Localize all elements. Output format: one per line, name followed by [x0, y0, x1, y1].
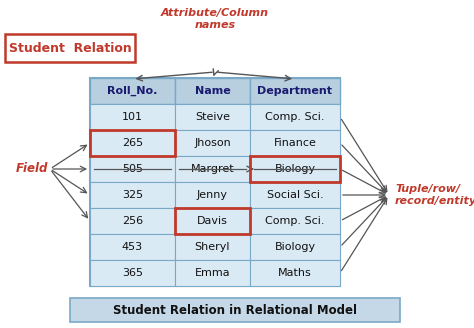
Text: Finance: Finance — [273, 138, 317, 148]
Text: Biology: Biology — [274, 242, 316, 252]
Bar — [175, 208, 250, 234]
Text: Comp. Sci.: Comp. Sci. — [265, 216, 325, 226]
Text: 325: 325 — [122, 190, 143, 200]
Bar — [90, 78, 340, 286]
Text: Student  Relation: Student Relation — [9, 42, 131, 54]
Text: 365: 365 — [122, 268, 143, 278]
Bar — [90, 208, 175, 234]
Bar — [175, 208, 250, 234]
Text: Emma: Emma — [195, 268, 230, 278]
Bar — [250, 234, 340, 260]
Bar — [250, 130, 340, 156]
Text: Comp. Sci.: Comp. Sci. — [265, 112, 325, 122]
Bar — [5, 34, 135, 62]
Text: 505: 505 — [122, 164, 143, 174]
Text: 256: 256 — [122, 216, 143, 226]
Text: Margret: Margret — [191, 164, 234, 174]
Bar — [70, 298, 400, 322]
Text: 265: 265 — [122, 138, 143, 148]
Text: Davis: Davis — [197, 216, 228, 226]
Bar — [250, 208, 340, 234]
Bar — [90, 234, 175, 260]
Text: Roll_No.: Roll_No. — [107, 86, 158, 96]
Bar — [175, 130, 250, 156]
Bar — [90, 130, 175, 156]
Bar — [175, 104, 250, 130]
Bar — [90, 156, 175, 182]
Text: Student Relation in Relational Model: Student Relation in Relational Model — [113, 303, 357, 317]
Text: Sheryl: Sheryl — [195, 242, 230, 252]
Bar — [175, 234, 250, 260]
Bar — [175, 260, 250, 286]
Text: Name: Name — [195, 86, 230, 96]
Text: Attribute/Column
names: Attribute/Column names — [161, 8, 269, 30]
Text: Jenny: Jenny — [197, 190, 228, 200]
Text: Biology: Biology — [274, 164, 316, 174]
Bar — [175, 156, 250, 182]
Bar — [90, 104, 175, 130]
Text: Jhoson: Jhoson — [194, 138, 231, 148]
Text: 453: 453 — [122, 242, 143, 252]
Text: Maths: Maths — [278, 268, 312, 278]
Bar — [250, 156, 340, 182]
Bar — [250, 260, 340, 286]
Bar — [250, 78, 340, 104]
Bar — [175, 78, 250, 104]
Bar — [90, 260, 175, 286]
Text: Department: Department — [257, 86, 332, 96]
Bar — [90, 182, 175, 208]
Text: Field: Field — [16, 162, 48, 175]
Bar — [250, 156, 340, 182]
Text: Steive: Steive — [195, 112, 230, 122]
Bar — [90, 78, 175, 104]
Text: Tuple/row/
record/entity: Tuple/row/ record/entity — [395, 184, 474, 206]
Text: Social Sci.: Social Sci. — [267, 190, 323, 200]
Bar — [175, 182, 250, 208]
Bar — [90, 130, 175, 156]
Bar — [250, 182, 340, 208]
Bar — [250, 104, 340, 130]
Text: 101: 101 — [122, 112, 143, 122]
